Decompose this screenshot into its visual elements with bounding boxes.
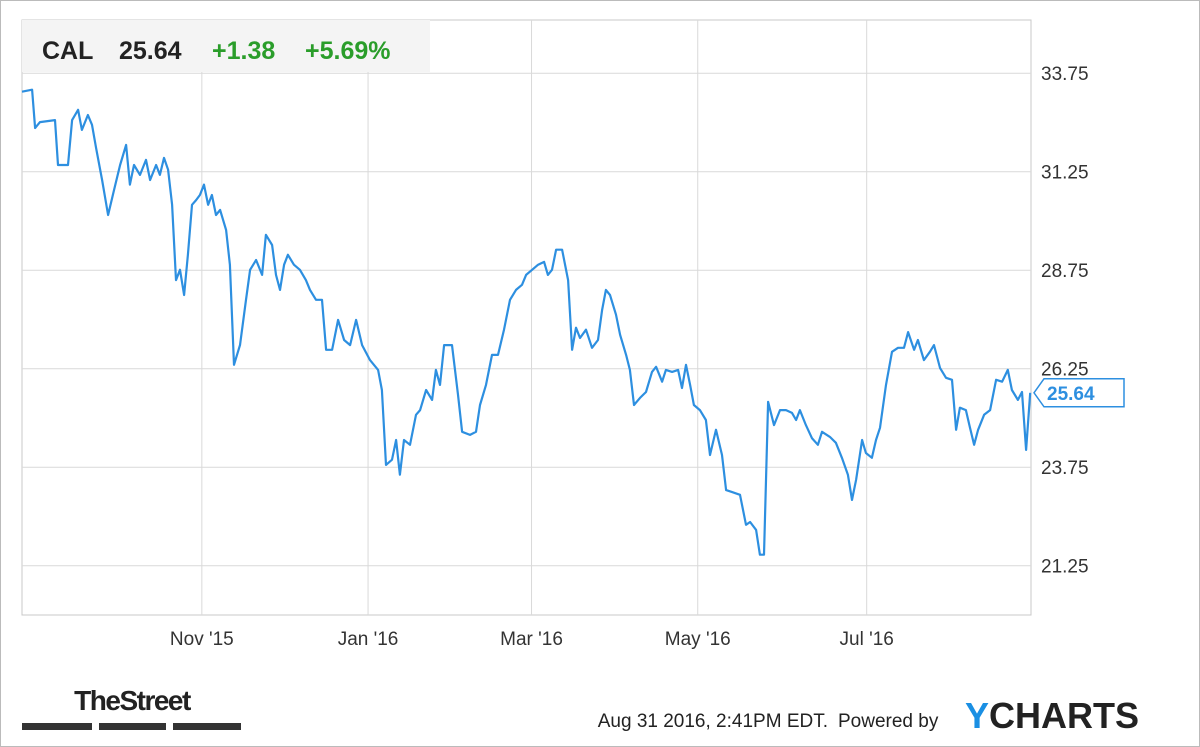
- timestamp: Aug 31 2016, 2:41PM EDT.: [598, 711, 828, 732]
- brand: YCHARTS: [965, 695, 1139, 736]
- grid: [22, 20, 1031, 615]
- header-box: [22, 20, 430, 72]
- y-tick-label: 33.75: [1041, 64, 1089, 85]
- y-tick-label: 28.75: [1041, 261, 1089, 282]
- y-tick-label: 31.25: [1041, 163, 1089, 184]
- ticker: CAL: [42, 37, 93, 65]
- x-tick-label: Mar '16: [500, 629, 563, 650]
- x-tick-label: Nov '15: [170, 629, 234, 650]
- x-tick-label: May '16: [665, 629, 731, 650]
- y-tick-label: 23.75: [1041, 458, 1089, 479]
- change-percent: +5.69%: [305, 37, 391, 65]
- brand-rest: CHARTS: [989, 695, 1139, 736]
- logo-bar: [22, 723, 92, 730]
- brand-initial: Y: [965, 695, 989, 736]
- source-logo: TheStreet: [74, 685, 191, 716]
- price: 25.64: [119, 37, 182, 65]
- logo-bar: [173, 723, 241, 730]
- change: +1.38: [212, 37, 275, 65]
- marks: [21, 88, 1032, 556]
- powered-by: Powered by: [838, 711, 939, 732]
- price-line: [21, 88, 1032, 556]
- x-tick-label: Jan '16: [338, 629, 399, 650]
- y-tick-label: 21.25: [1041, 557, 1089, 578]
- price-tag-label: 25.64: [1047, 384, 1095, 405]
- y-tick-label: 26.25: [1041, 360, 1089, 381]
- logo-bar: [99, 723, 166, 730]
- x-tick-label: Jul '16: [840, 629, 894, 650]
- plot-area: [21, 19, 1032, 616]
- price-tag: [1033, 378, 1125, 408]
